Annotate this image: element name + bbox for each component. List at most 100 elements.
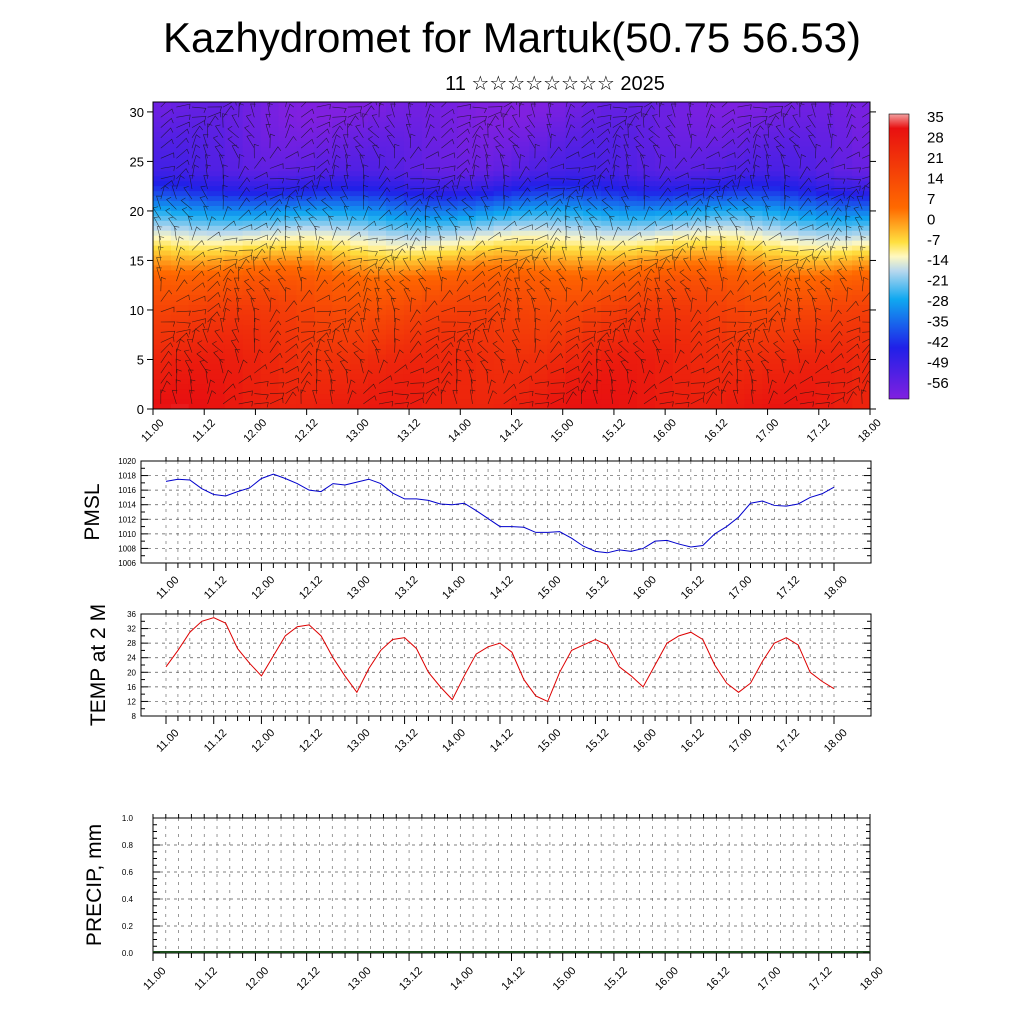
heatmap-cell: [224, 265, 244, 271]
heatmap-cell: [708, 102, 728, 108]
heatmap-cell: [493, 379, 513, 385]
heatmap-cell: [762, 230, 781, 237]
heatmap-cell: [350, 364, 369, 370]
heatmap-cell: [153, 121, 172, 128]
heatmap-cell: [636, 314, 656, 321]
heatmap-cell: [296, 295, 315, 301]
heatmap-cell: [242, 389, 262, 395]
heatmap-cell: [672, 191, 692, 197]
heatmap-cell: [852, 106, 870, 113]
ytick-label: 1008: [118, 544, 136, 553]
heatmap-cell: [834, 111, 853, 118]
xtick-label: 14.12: [488, 574, 516, 602]
heatmap-cell: [188, 404, 208, 409]
heatmap-cell: [439, 161, 459, 167]
heatmap-cell: [816, 230, 835, 237]
heatmap-cell: [726, 364, 746, 370]
heatmap-cell: [278, 339, 298, 346]
heatmap-cell: [511, 374, 531, 380]
heatmap-cell: [583, 245, 602, 252]
heatmap-cell: [475, 186, 495, 192]
ytick-label: 28: [127, 639, 136, 648]
heatmap-cell: [744, 384, 764, 390]
heatmap-cell: [708, 394, 728, 400]
heatmap-cell: [457, 394, 477, 400]
heatmap-cell: [260, 314, 280, 321]
heatmap-cell: [798, 319, 817, 326]
heatmap-cell: [439, 379, 459, 385]
heatmap-cell: [654, 181, 674, 187]
heatmap-cell: [601, 161, 620, 167]
heatmap-cell: [798, 324, 817, 331]
heatmap-cell: [439, 245, 459, 252]
heatmap-cell: [834, 171, 853, 177]
heatmap-cell: [726, 220, 746, 227]
heatmap-cell: [421, 201, 441, 207]
heatmap-cell: [314, 240, 333, 247]
heatmap-cell: [654, 379, 674, 385]
heatmap-cell: [744, 389, 764, 395]
heatmap-cell: [726, 399, 746, 405]
heatmap-cell: [547, 305, 566, 311]
heatmap-cell: [421, 210, 441, 217]
heatmap-cell: [493, 210, 513, 217]
heatmap-cell: [386, 285, 405, 291]
heatmap-cell: [654, 201, 674, 207]
xtick-label: 14.12: [488, 727, 516, 755]
heatmap-cell: [672, 151, 692, 158]
heatmap-cell: [368, 270, 387, 276]
heatmap-cell: [726, 201, 746, 207]
heatmap-cell: [834, 349, 853, 356]
heatmap-cell: [529, 102, 548, 108]
heatmap-cell: [475, 106, 495, 113]
heatmap-cell: [439, 176, 459, 182]
heatmap-cell: [170, 270, 190, 276]
heatmap-cell: [583, 384, 602, 390]
heatmap-cell: [529, 334, 548, 341]
heatmap-cell: [726, 171, 746, 177]
heatmap-cell: [690, 389, 710, 395]
heatmap-cell: [314, 136, 333, 143]
heatmap-cell: [529, 349, 548, 356]
heatmap-cell: [386, 181, 405, 187]
heatmap-cell: [242, 379, 262, 385]
heatmap-cell: [780, 250, 799, 257]
heatmap-cell: [672, 126, 692, 133]
heatmap-cell: [852, 240, 870, 247]
heatmap-cell: [493, 250, 513, 257]
heatmap-xtick-label: 16.00: [651, 417, 679, 445]
heatmap-cell: [475, 359, 495, 366]
heatmap-cell: [654, 285, 674, 291]
heatmap-cell: [242, 191, 262, 197]
heatmap-cell: [816, 136, 835, 143]
heatmap-cell: [188, 151, 208, 158]
heatmap-cell: [619, 359, 638, 366]
heatmap-cell: [636, 334, 656, 341]
heatmap-cell: [654, 225, 674, 232]
heatmap-cell: [726, 161, 746, 167]
heatmap-cell: [619, 225, 638, 232]
heatmap-cell: [153, 235, 172, 242]
heatmap-cell: [834, 404, 853, 409]
heatmap-cell: [583, 404, 602, 409]
heatmap-xtick-label: 18.00: [856, 417, 884, 445]
heatmap-cell: [565, 394, 584, 400]
heatmap-cell: [619, 309, 638, 316]
heatmap-cell: [439, 270, 459, 276]
heatmap-cell: [224, 280, 244, 286]
heatmap-cell: [224, 171, 244, 177]
heatmap-cell: [708, 255, 728, 262]
heatmap-cell: [619, 319, 638, 326]
heatmap-cell: [386, 374, 405, 380]
heatmap-cell: [493, 265, 513, 271]
heatmap-cell: [188, 300, 208, 306]
heatmap-cell: [314, 255, 333, 262]
heatmap-cell: [816, 369, 835, 375]
heatmap-cell: [296, 220, 315, 227]
heatmap-cell: [511, 275, 531, 281]
heatmap-cell: [493, 404, 513, 409]
heatmap-cell: [314, 399, 333, 405]
heatmap-cell: [493, 245, 513, 252]
heatmap-cell: [726, 295, 746, 301]
heatmap-cell: [224, 151, 244, 158]
